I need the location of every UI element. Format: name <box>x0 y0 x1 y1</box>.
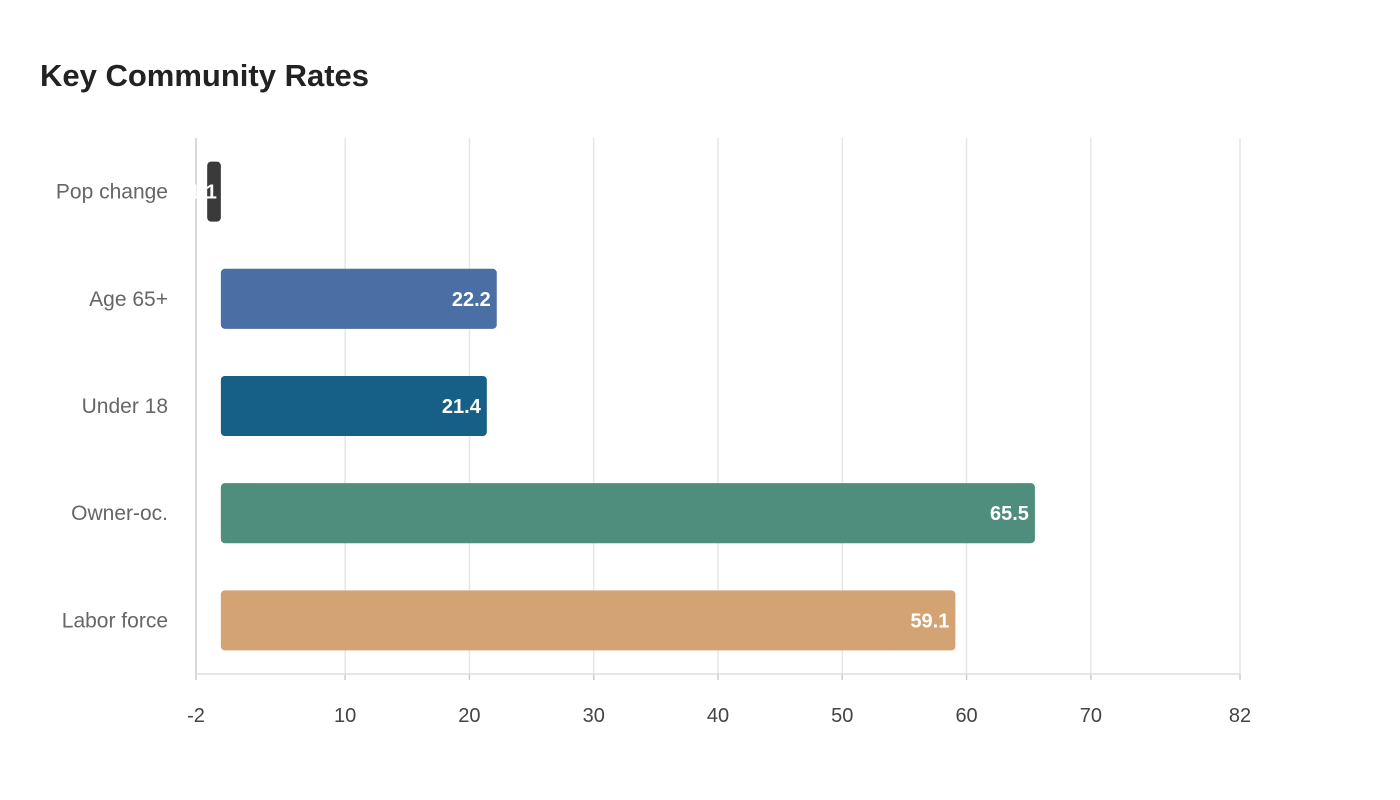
x-tick-label: 50 <box>831 705 853 727</box>
data-label: -1.1 <box>182 182 216 204</box>
x-tick-label: 30 <box>583 705 605 727</box>
category-label: Pop change <box>56 181 168 204</box>
category-label: Age 65+ <box>89 288 168 311</box>
labels: -2 10 20 30 40 50 60 70 82 Pop change -1.1 Age 65+ 2… <box>56 181 1251 727</box>
x-tick-label: -2 <box>187 705 205 727</box>
bars <box>207 161 1035 651</box>
x-tick-label: 70 <box>1080 705 1102 727</box>
data-label: 65.5 <box>990 503 1029 525</box>
x-tick-label: 40 <box>707 705 729 727</box>
x-tick-label: 82 <box>1229 705 1251 727</box>
data-label: 21.4 <box>442 396 482 418</box>
data-label: 59.1 <box>910 610 949 632</box>
bar <box>220 375 487 437</box>
x-tick-label: 60 <box>955 705 977 727</box>
category-label: Labor force <box>62 609 168 632</box>
bar <box>220 483 1035 544</box>
chart-title: Key Community Rates <box>40 58 370 93</box>
bar <box>207 161 221 222</box>
bar <box>220 268 497 329</box>
axes <box>195 138 1241 680</box>
data-label: 22.2 <box>452 289 491 311</box>
x-tick-label: 20 <box>458 705 480 727</box>
bar <box>220 590 956 651</box>
category-label: Owner-oc. <box>71 502 168 525</box>
x-tick-label: 10 <box>334 705 356 727</box>
category-label: Under 18 <box>82 395 168 418</box>
